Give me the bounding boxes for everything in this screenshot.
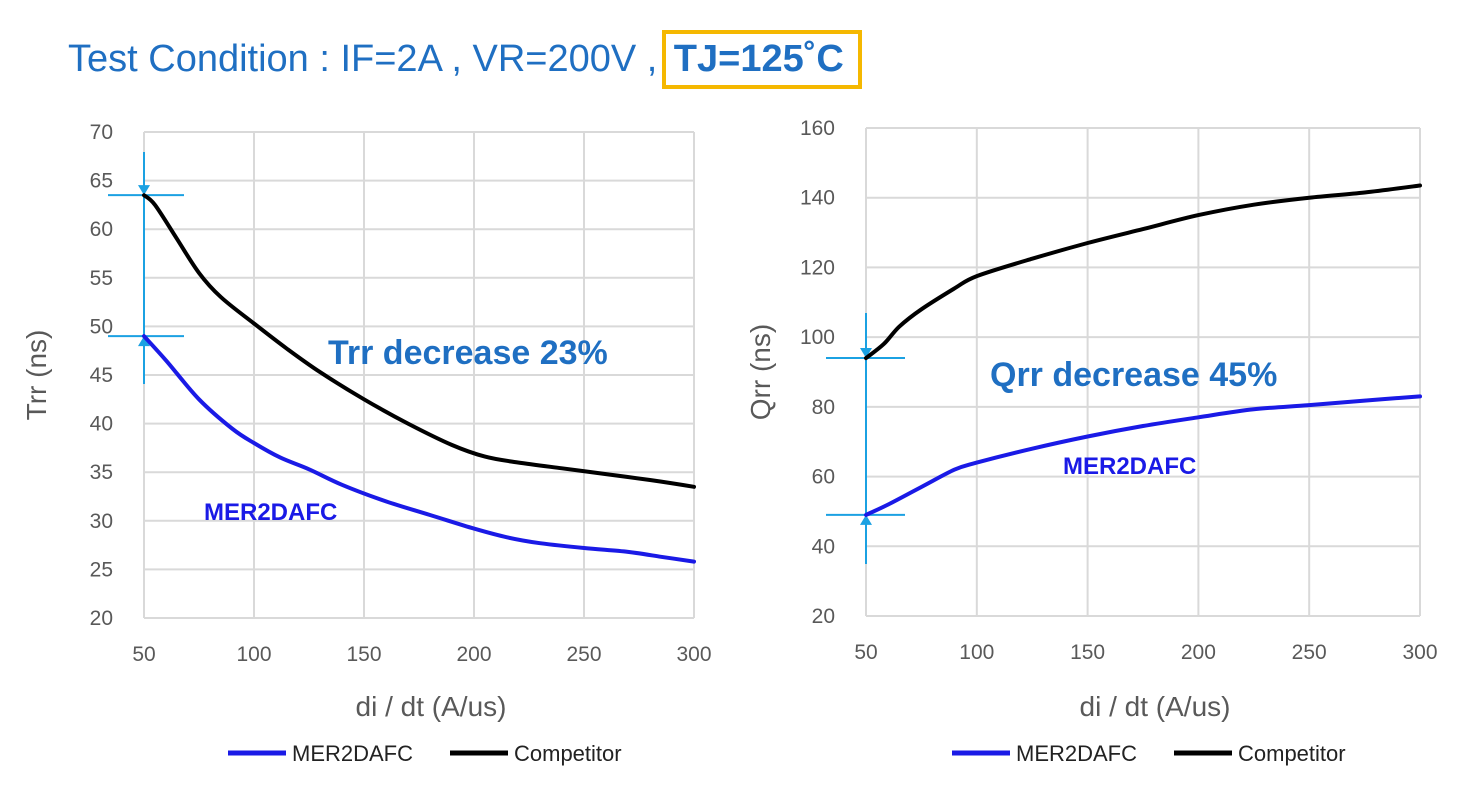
legend-label-competitor: Competitor: [514, 741, 622, 766]
y-tick-label: 50: [90, 315, 113, 338]
x-tick-label: 100: [236, 643, 271, 666]
x-axis-title: di / dt (A/us): [356, 691, 507, 722]
y-tick-label: 30: [90, 510, 113, 533]
x-tick-label: 250: [1292, 641, 1327, 664]
y-tick-label: 55: [90, 267, 113, 290]
legend-label-mer2dafc: MER2DAFC: [1016, 741, 1137, 766]
y-tick-label: 120: [800, 256, 835, 279]
arrow-up-icon: [860, 514, 872, 525]
legend-label-competitor: Competitor: [1238, 741, 1346, 766]
series-line-mer2dafc: [142, 334, 696, 564]
series-label: MER2DAFC: [204, 499, 337, 526]
y-tick-label: 60: [812, 466, 835, 489]
series-label: MER2DAFC: [1063, 453, 1196, 480]
arrow-up-icon: [138, 336, 150, 347]
y-tick-label: 45: [90, 364, 113, 387]
series-line-mer2dafc: [864, 394, 1422, 517]
y-tick-label: 80: [812, 396, 835, 419]
series-line-competitor: [142, 193, 696, 489]
y-tick-label: 100: [800, 326, 835, 349]
chart-2: 20 40 60 80 100 120 140 160 50 100 150 200 250 300 di …: [745, 117, 1438, 766]
y-tick-label: 70: [90, 121, 113, 144]
y-tick-label: 25: [90, 558, 113, 581]
legend-label-mer2dafc: MER2DAFC: [292, 741, 413, 766]
x-tick-label: 200: [1181, 641, 1216, 664]
tj-highlight-text: TJ=125˚C: [673, 38, 844, 80]
x-tick-label: 100: [959, 641, 994, 664]
decrease-annotation: Trr decrease 23%: [328, 334, 608, 372]
decrease-annotation: Qrr decrease 45%: [990, 356, 1277, 394]
y-tick-label: 40: [90, 413, 113, 436]
chart-1: 20 25 30 35 40 45 50 55 60 65 70 50 100 150 200 250 300 d…: [21, 121, 712, 766]
x-axis-title: di / dt (A/us): [1080, 691, 1231, 722]
x-tick-label: 50: [132, 643, 155, 666]
y-tick-label: 65: [90, 170, 113, 193]
y-tick-label: 35: [90, 461, 113, 484]
y-axis-title: Trr (ns): [21, 330, 52, 421]
y-tick-label: 160: [800, 117, 835, 140]
arrow-down-icon: [138, 185, 150, 196]
y-tick-label: 140: [800, 187, 835, 210]
y-tick-label: 60: [90, 218, 113, 241]
page-title: Test Condition : IF=2A , VR=200V , TJ=12…: [68, 30, 862, 89]
x-tick-label: 150: [1070, 641, 1105, 664]
x-tick-label: 150: [346, 643, 381, 666]
y-tick-label: 40: [812, 535, 835, 558]
x-tick-label: 300: [676, 643, 711, 666]
series-line-competitor: [864, 183, 1422, 361]
tj-highlight-box: TJ=125˚C: [661, 30, 862, 89]
x-tick-label: 250: [566, 643, 601, 666]
x-tick-label: 300: [1402, 641, 1437, 664]
x-tick-label: 50: [854, 641, 877, 664]
arrow-down-icon: [860, 348, 872, 359]
test-condition-text: Test Condition : IF=2A , VR=200V ,: [68, 38, 658, 80]
x-tick-label: 200: [456, 643, 491, 666]
y-tick-label: 20: [812, 605, 835, 628]
y-axis-title: Qrr (ns): [745, 324, 776, 420]
y-tick-label: 20: [90, 607, 113, 630]
